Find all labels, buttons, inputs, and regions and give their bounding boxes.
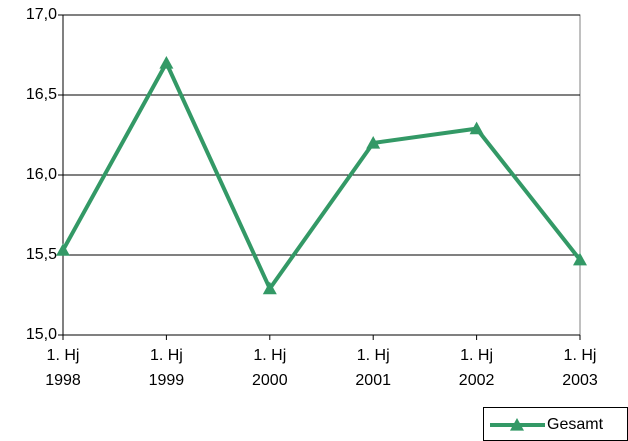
y-tick-label: 17,0 (26, 6, 57, 23)
y-tick-label: 16,5 (26, 86, 57, 103)
y-tick-label: 15,0 (26, 326, 57, 343)
series-line (61, 61, 582, 291)
x-tick-label: 1. Hj 1998 (45, 347, 81, 389)
x-tick-label: 1. Hj 2002 (458, 347, 495, 389)
marker (56, 243, 70, 256)
x-tick-label: 1. Hj 2000 (252, 347, 288, 389)
y-tick-label: 16,0 (26, 166, 57, 183)
x-tick-label: 1. Hj 1999 (148, 347, 185, 389)
y-tick-label: 15,5 (26, 246, 57, 263)
legend-marker (510, 418, 524, 431)
marker (262, 281, 277, 295)
marker (573, 252, 587, 266)
x-tick-label: 1. Hj 2001 (355, 347, 391, 389)
marker (366, 136, 381, 149)
marker (469, 121, 484, 135)
x-tick-label: 1. Hj 2003 (562, 347, 598, 389)
marker (159, 56, 174, 69)
legend-label: Gesamt (547, 416, 604, 433)
